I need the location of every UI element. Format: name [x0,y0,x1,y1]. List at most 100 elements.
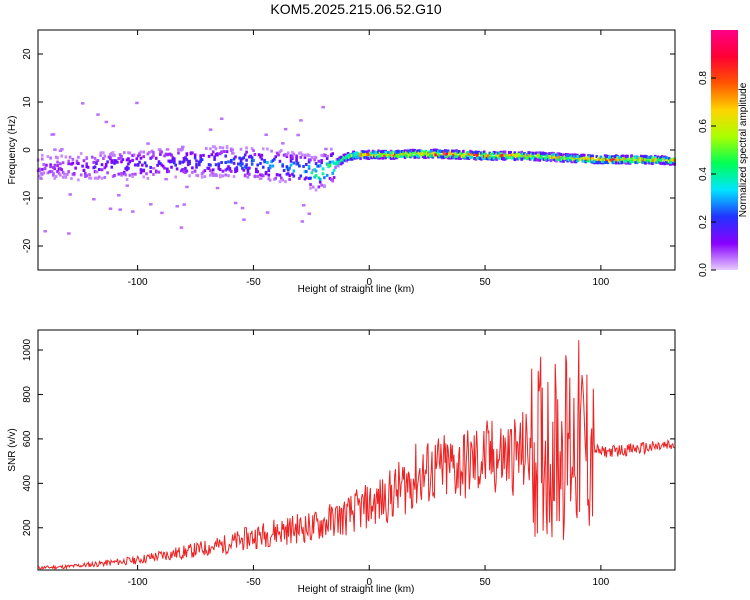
spectrogram-cell [68,155,72,159]
spectrogram-cell [94,170,99,174]
spectrogram-cell [564,152,568,156]
spectrogram-cell [131,210,135,213]
spectrogram-cell [439,150,443,154]
spectrogram-cell [589,154,593,158]
spectrogram-cell [534,151,537,155]
spectrogram-cell [289,163,293,167]
spectrogram-cell [289,156,293,160]
spectrogram-cell [249,154,253,158]
snr-x-ticks: -100 -50 0 50 100 [128,330,610,588]
spectrogram-cell [482,150,486,154]
spectrogram-cell [414,151,418,155]
y-tick-label: 1000 [22,338,33,361]
spectrogram-cell [551,151,554,155]
spectrogram-cell [598,160,601,164]
spectrogram-cell [546,153,550,157]
spectrogram-cell [425,153,429,157]
spectrogram-cell [557,158,561,162]
spectrogram-cell [417,149,421,153]
spectrogram-cell [445,149,449,153]
spectrogram-cell [388,153,392,157]
spectrogram-cell [232,157,236,161]
spectrogram-cell [181,145,185,149]
spectrogram-cell [552,153,556,157]
spectrogram-cell [164,152,168,156]
spectrogram-cell [434,153,437,157]
spectrogram-cell [156,163,159,167]
spectrogram-cell [524,156,528,160]
spectrogram-cell [313,158,316,162]
y-tick-label: 0 [22,147,33,153]
spectrogram-cell [170,165,173,169]
spectrogram-cell [295,156,298,160]
spectrogram-cell [553,158,557,162]
spectrogram-cell [261,147,265,151]
y-tick-label: 200 [22,519,33,536]
spectrogram-cell [373,151,376,155]
spectrogram-cell [120,160,123,164]
spectrogram-cell [499,154,503,158]
spectrogram-cell [548,152,551,156]
spectrogram-cell [646,156,650,160]
spectrogram-cell [352,150,355,154]
spectrogram-cell [211,150,215,154]
spectrogram-cell [648,156,651,160]
spectrogram-cell [145,172,148,176]
spectrogram-cell [309,183,312,187]
spectrogram-cell [494,151,497,155]
spectrogram-cell [339,159,343,163]
spectrogram-cell [375,156,379,160]
spectrogram-cell [42,162,45,166]
spectrogram-cell [453,152,457,156]
spectrogram-cell [616,156,619,160]
spectrogram-cell [545,152,549,156]
spectrogram-cell [271,164,275,168]
spectrogram-cell [582,156,586,160]
spectrogram-cell [49,165,52,169]
spectrogram-cell [470,150,474,154]
spectrogram-cell [626,154,629,158]
spectrogram-cell [368,153,372,157]
spectrogram-cell [241,157,244,161]
spectrogram-cell [305,163,308,167]
spectrogram-cell [142,150,146,154]
spectrogram-cell [85,174,89,178]
spectrogram-cell [624,161,628,165]
spectrogram-cell [620,154,624,158]
spectrogram-cell [80,102,85,105]
spectrogram-cell [86,165,90,169]
spectrogram-cell [224,160,228,164]
spectrogram-cell [181,160,184,164]
spectrogram-cell [191,170,194,174]
spectrogram-cell [380,153,383,157]
spectrogram-cell [457,156,461,160]
spectrogram-cell [285,172,289,176]
spectrogram-cell [211,172,215,176]
spectrogram-cell [267,177,271,181]
spectrogram-cell [113,161,116,165]
spectrogram-cell [185,185,189,189]
spectrogram-cell [121,172,125,176]
spectrogram-cell [403,149,407,153]
spectrogram-cell [146,176,150,180]
spectrogram-cell [317,159,321,163]
spectrogram-cell [307,166,311,170]
spectrogram-cell [591,160,594,164]
spectrogram-cell [362,154,365,158]
spectrogram-cell [653,156,657,160]
spectrogram-cell [135,101,139,105]
spectrogram-cell [124,173,127,177]
spectrogram-cell [320,153,323,157]
spectrogram-cell [434,148,437,152]
spectrogram-cell [578,157,582,161]
spectrogram-cell [89,176,93,180]
spectrogram-cell [214,153,218,157]
spectrogram-cell [627,158,631,162]
spectrogram-cell [267,167,271,170]
spectrogram-cell [195,163,198,167]
spectrogram-cell [248,155,251,159]
spectrogram-cell [589,160,593,164]
spectrogram-cell [634,159,638,163]
spectrogram-cell [598,158,601,162]
spectrogram-cell [382,153,386,157]
